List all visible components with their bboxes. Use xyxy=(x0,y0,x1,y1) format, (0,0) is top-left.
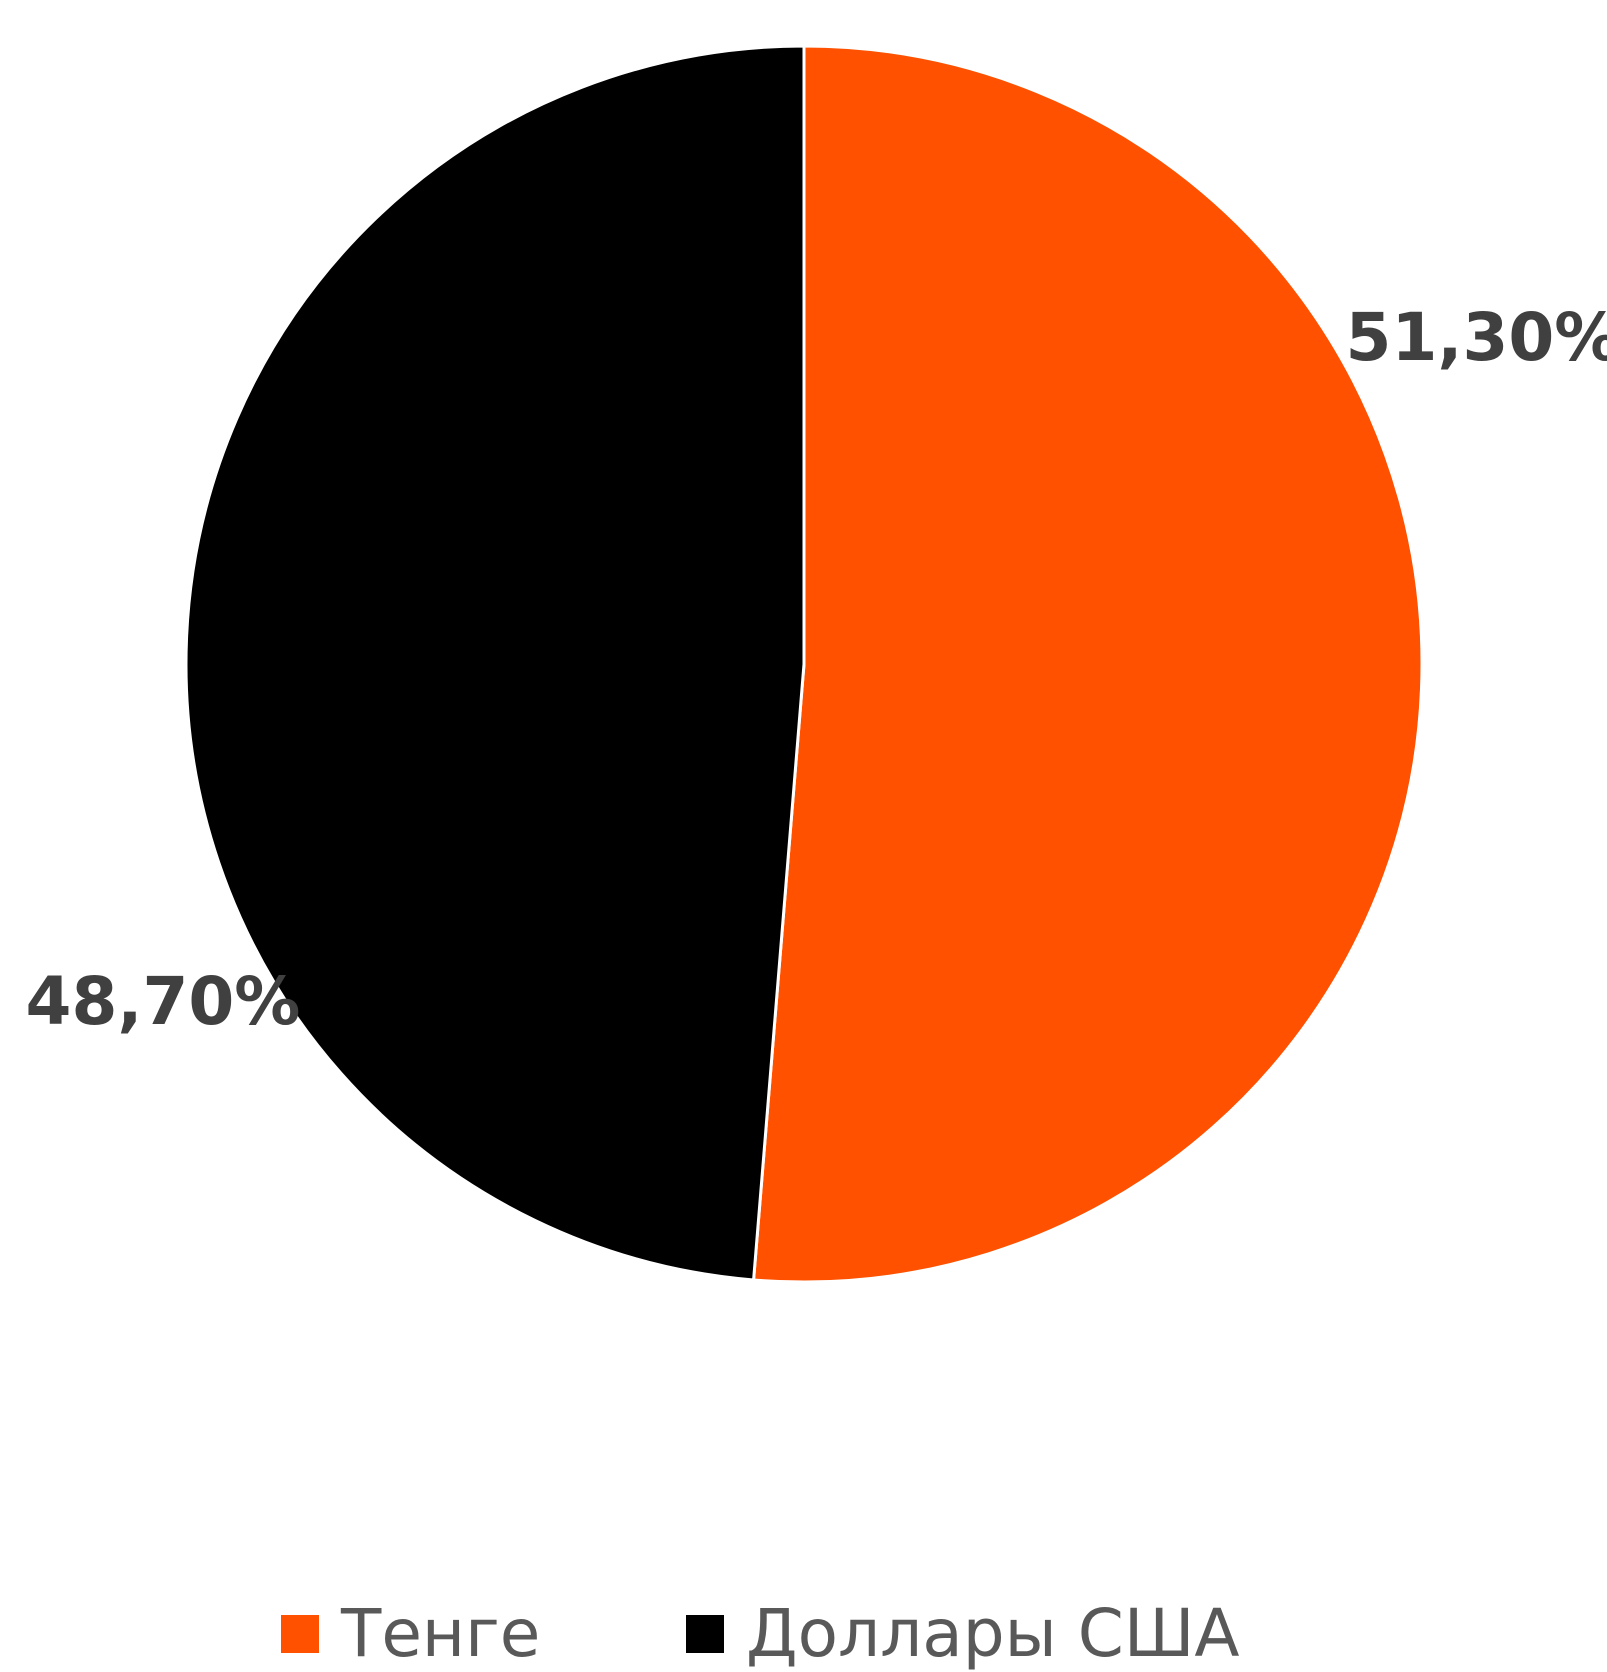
legend-label-tenge: Тенге xyxy=(341,1595,541,1672)
legend-label-usd: Доллары США xyxy=(746,1595,1240,1672)
data-label-usd: 48,70% xyxy=(26,963,301,1040)
pie-slice-usd xyxy=(184,44,806,1282)
legend-swatch-usd xyxy=(686,1614,724,1653)
data-label-tenge: 51,30% xyxy=(1346,299,1607,376)
legend-swatch-tenge xyxy=(281,1614,319,1653)
pie-slice-tenge xyxy=(752,44,1424,1284)
legend-item-tenge: Тенге xyxy=(281,1598,540,1669)
chart-legend: Тенге Доллары США xyxy=(0,1598,1607,1669)
legend-item-usd: Доллары США xyxy=(686,1598,1240,1669)
